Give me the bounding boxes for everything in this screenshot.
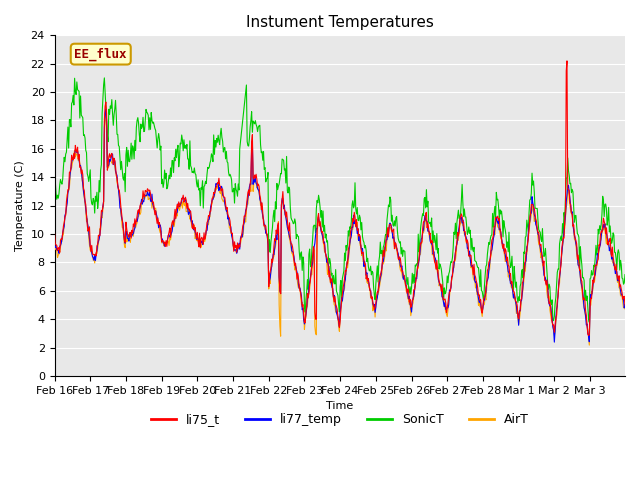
X-axis label: Time: Time: [326, 401, 353, 411]
Y-axis label: Temperature (C): Temperature (C): [15, 160, 25, 251]
Legend: li75_t, li77_temp, SonicT, AirT: li75_t, li77_temp, SonicT, AirT: [146, 408, 534, 431]
Title: Instument Temperatures: Instument Temperatures: [246, 15, 434, 30]
Text: EE_flux: EE_flux: [74, 48, 127, 61]
